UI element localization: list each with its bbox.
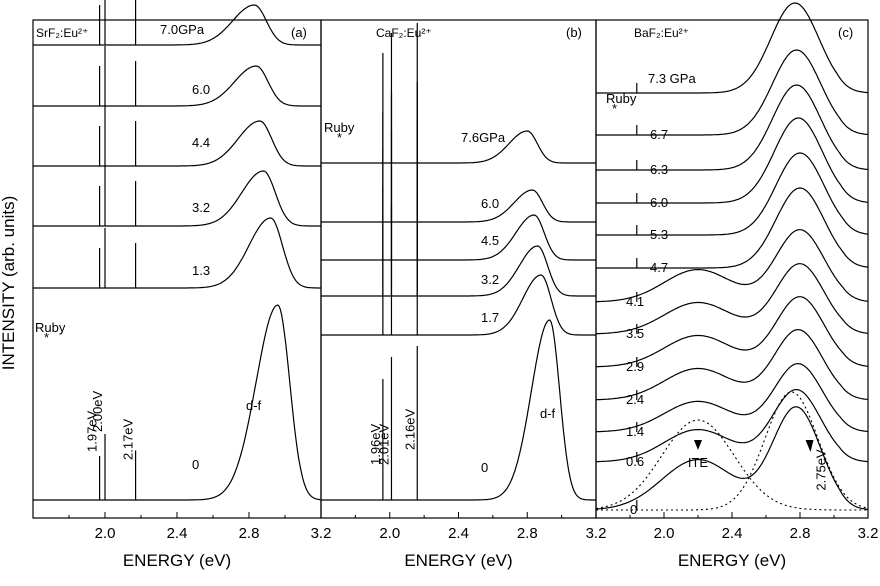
spectrum-curve	[595, 263, 869, 335]
pressure-label: 1.7	[481, 310, 499, 325]
x-tick-label: 2.0	[95, 525, 116, 542]
panel-letter: (c)	[838, 25, 853, 40]
x-tick-label: 2.8	[790, 525, 811, 542]
x-tick-label: 2.4	[167, 525, 188, 542]
pressure-label: 4.1	[626, 294, 644, 309]
ruby-label: Ruby	[606, 91, 637, 106]
band-label: d-f	[540, 406, 556, 421]
spectrum-curve	[595, 229, 869, 303]
spectrum-curve	[596, 49, 869, 136]
spectrum-curve	[321, 214, 596, 261]
pressure-label: 6.0	[481, 196, 499, 211]
spectrum-curve	[595, 296, 869, 368]
line-annotation: 2.01eV	[376, 423, 391, 465]
spectrum-curve	[321, 189, 596, 223]
spectrum-curve	[33, 304, 322, 501]
ruby-star: *	[612, 101, 617, 116]
panel-frame	[32, 19, 322, 519]
ruby-label: Ruby	[35, 320, 66, 335]
ruby-star: *	[337, 130, 342, 145]
x-tick-label: 2.8	[239, 525, 260, 542]
spectrum-curve	[33, 170, 321, 227]
panel-title: BaF₂:Eu²⁺	[634, 26, 689, 40]
pressure-label: 6.7	[650, 127, 668, 142]
spectrum-curve	[321, 319, 596, 501]
pressure-label: 2.4	[626, 392, 644, 407]
line-annotation: 2.00eV	[90, 390, 105, 432]
pressure-label: 0	[630, 502, 637, 517]
x-tick-label: 2.0	[379, 525, 400, 542]
ruby-star: *	[44, 330, 49, 345]
ite-label: ITE	[688, 455, 709, 470]
panel-title: SrF₂:Eu²⁺	[36, 26, 88, 40]
pressure-label: 7.0GPa	[160, 22, 205, 37]
x-tick-label: 3.2	[311, 525, 332, 542]
x-axis-label: ENERGY (eV)	[123, 551, 231, 570]
pressure-label: 0	[481, 460, 488, 475]
spectrum-curve	[596, 362, 869, 433]
band-peak-label: 2.75eV	[814, 449, 829, 491]
spectrum-curve	[33, 4, 321, 46]
pressure-label: 5.3	[650, 227, 668, 242]
spectrum-curve	[33, 65, 321, 107]
pressure-label: 1.3	[192, 263, 210, 278]
spectrum-curve	[595, 389, 869, 463]
y-axis-label: INTENSITY (arb. units)	[0, 196, 18, 370]
x-tick-label: 2.0	[654, 525, 675, 542]
x-tick-label: 2.8	[517, 525, 538, 542]
band-fit-curve	[596, 391, 869, 511]
spectrum-curve	[596, 84, 869, 171]
line-annotation: 1.97eV	[85, 410, 100, 452]
panel-title: CaF₂:Eu²⁺	[376, 26, 432, 40]
x-tick-label: 2.4	[722, 525, 743, 542]
spectrum-curve	[595, 328, 869, 401]
pressure-label: 0	[192, 457, 199, 472]
spectrum-curve	[33, 217, 321, 289]
pressure-label: 3.2	[192, 200, 210, 215]
ite-arrow	[694, 440, 702, 450]
pressure-label: 4.5	[481, 233, 499, 248]
line-annotation: 2.16eV	[402, 408, 417, 450]
pressure-label: 2.9	[626, 359, 644, 374]
pressure-label: 3.5	[626, 326, 644, 341]
x-axis-label: ENERGY (eV)	[678, 551, 786, 570]
x-tick-label: 3.2	[586, 525, 607, 542]
spectrum-curve	[321, 130, 596, 164]
panel-letter: (b)	[566, 25, 582, 40]
band-label: d-f	[246, 398, 262, 413]
pressure-label: 7.6GPa	[461, 130, 506, 145]
panel-letter: (a)	[291, 25, 307, 40]
panel-b: 2.0 2.4 2.8 3.2 ENERGY (eV) CaF₂:Eu²⁺ (b) 7.6GP…	[320, 19, 607, 570]
pressure-label: 7.3 GPa	[648, 71, 696, 86]
x-axis-label: ENERGY (eV)	[404, 551, 512, 570]
pressure-label: 6.3	[650, 162, 668, 177]
spectrum-curve	[321, 245, 596, 297]
pressure-label: 1.4	[626, 424, 644, 439]
x-tick-label: 2.4	[448, 525, 469, 542]
spectrum-curve	[596, 187, 869, 269]
panel-frame	[595, 19, 869, 519]
line-annotation: 1.96eV	[368, 423, 383, 465]
panel-a: 2.0 2.4 2.8 3.2 ENERGY (eV) SrF₂:Eu²⁺ (a) 7.0GP…	[32, 0, 332, 570]
pressure-label: 0.6	[626, 454, 644, 469]
ruby-label: Ruby	[324, 120, 355, 135]
panel-frame	[320, 19, 597, 519]
pressure-label: 6.0	[192, 82, 210, 97]
pressure-label: 4.7	[650, 260, 668, 275]
band-arrow	[805, 440, 814, 452]
spectrum-curve	[33, 120, 321, 167]
spectrum-curve	[596, 2, 869, 94]
panel-c: 2.0 2.4 2.8 3.2 ENERGY (eV) BaF₂:Eu²⁺ (c) 7.3 G…	[595, 2, 879, 570]
x-tick-label: 3.2	[858, 525, 879, 542]
spectrum-curve	[596, 152, 869, 236]
line-annotation: 2.17eV	[121, 418, 136, 460]
spectrum-curve	[595, 406, 869, 510]
spectrum-curve	[321, 274, 596, 336]
spectrum-curve	[596, 117, 869, 204]
pressure-label: 4.4	[192, 135, 210, 150]
pressure-label: 6.0	[650, 195, 668, 210]
pressure-label: 3.2	[481, 272, 499, 287]
